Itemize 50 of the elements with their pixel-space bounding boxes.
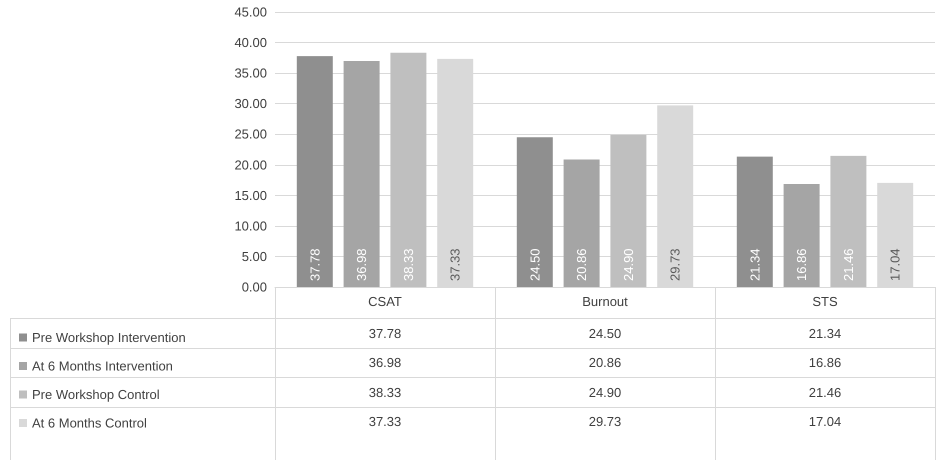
data-label: 24.90	[588, 384, 622, 402]
data-label: 37.78	[368, 324, 402, 342]
text: 20.86	[574, 248, 590, 281]
data-label: 38.33	[368, 384, 402, 402]
y-tick-label: 15.00	[234, 188, 267, 203]
y-tick-label: 20.00	[234, 157, 267, 172]
y-tick-label: 10.00	[234, 218, 267, 234]
y-tick-label: 45.00	[234, 4, 267, 20]
data-label: 36.98	[368, 354, 402, 372]
bar	[736, 156, 773, 287]
bar	[564, 160, 600, 287]
y-tick-label: 5.00	[242, 248, 267, 264]
data-label: 21.34	[808, 324, 842, 342]
text: 37.33	[448, 248, 463, 281]
bar	[830, 156, 866, 287]
bar	[344, 61, 380, 287]
text: 36.98	[354, 248, 370, 281]
bar	[296, 56, 333, 287]
legend-label: Pre Workshop Control	[32, 387, 160, 402]
data-label: 16.86	[808, 354, 842, 372]
data-label: 21.46	[808, 384, 842, 402]
data-label: 37.33	[368, 413, 402, 431]
text: 17.04	[888, 248, 903, 281]
text: 24.50	[527, 248, 542, 281]
data-label: 24.50	[588, 324, 622, 342]
y-tick-label: 35.00	[234, 66, 267, 81]
y-tick-label: 40.00	[234, 35, 267, 50]
bar	[516, 137, 553, 287]
y-tick-label: 25.00	[234, 126, 267, 142]
text: 29.73	[668, 248, 683, 281]
text: 38.33	[400, 248, 416, 281]
text: 37.78	[307, 248, 322, 281]
text: 21.46	[840, 248, 856, 281]
bar	[784, 184, 820, 287]
text: 21.34	[747, 248, 762, 281]
legend-label: Pre Workshop Intervention	[32, 330, 186, 345]
text: 16.86	[794, 248, 810, 281]
data-label: 17.04	[808, 413, 842, 431]
bar	[390, 52, 426, 287]
y-tick-label: 30.00	[234, 96, 267, 112]
text: 24.90	[620, 248, 636, 281]
data-label: 20.86	[588, 354, 622, 372]
x-tick-label: Burnout	[582, 294, 628, 309]
y-tick-label: 0.00	[242, 280, 267, 294]
x-tick-label: CSAT	[368, 294, 402, 309]
bar	[610, 134, 646, 287]
legend-label: At 6 Months Control	[32, 416, 147, 430]
x-tick-label: STS	[812, 294, 838, 309]
data-label: 29.73	[588, 413, 622, 431]
legend-label: At 6 Months Intervention	[32, 358, 173, 374]
